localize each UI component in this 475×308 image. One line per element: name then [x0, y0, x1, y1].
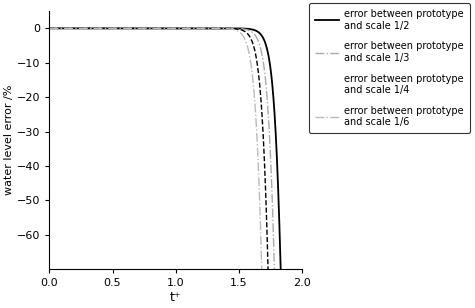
Legend: error between prototype
and scale 1/2, error between prototype
and scale 1/3, er: error between prototype and scale 1/2, e…: [309, 3, 470, 133]
Y-axis label: water level error /%: water level error /%: [4, 85, 14, 195]
X-axis label: t⁺: t⁺: [170, 291, 181, 304]
